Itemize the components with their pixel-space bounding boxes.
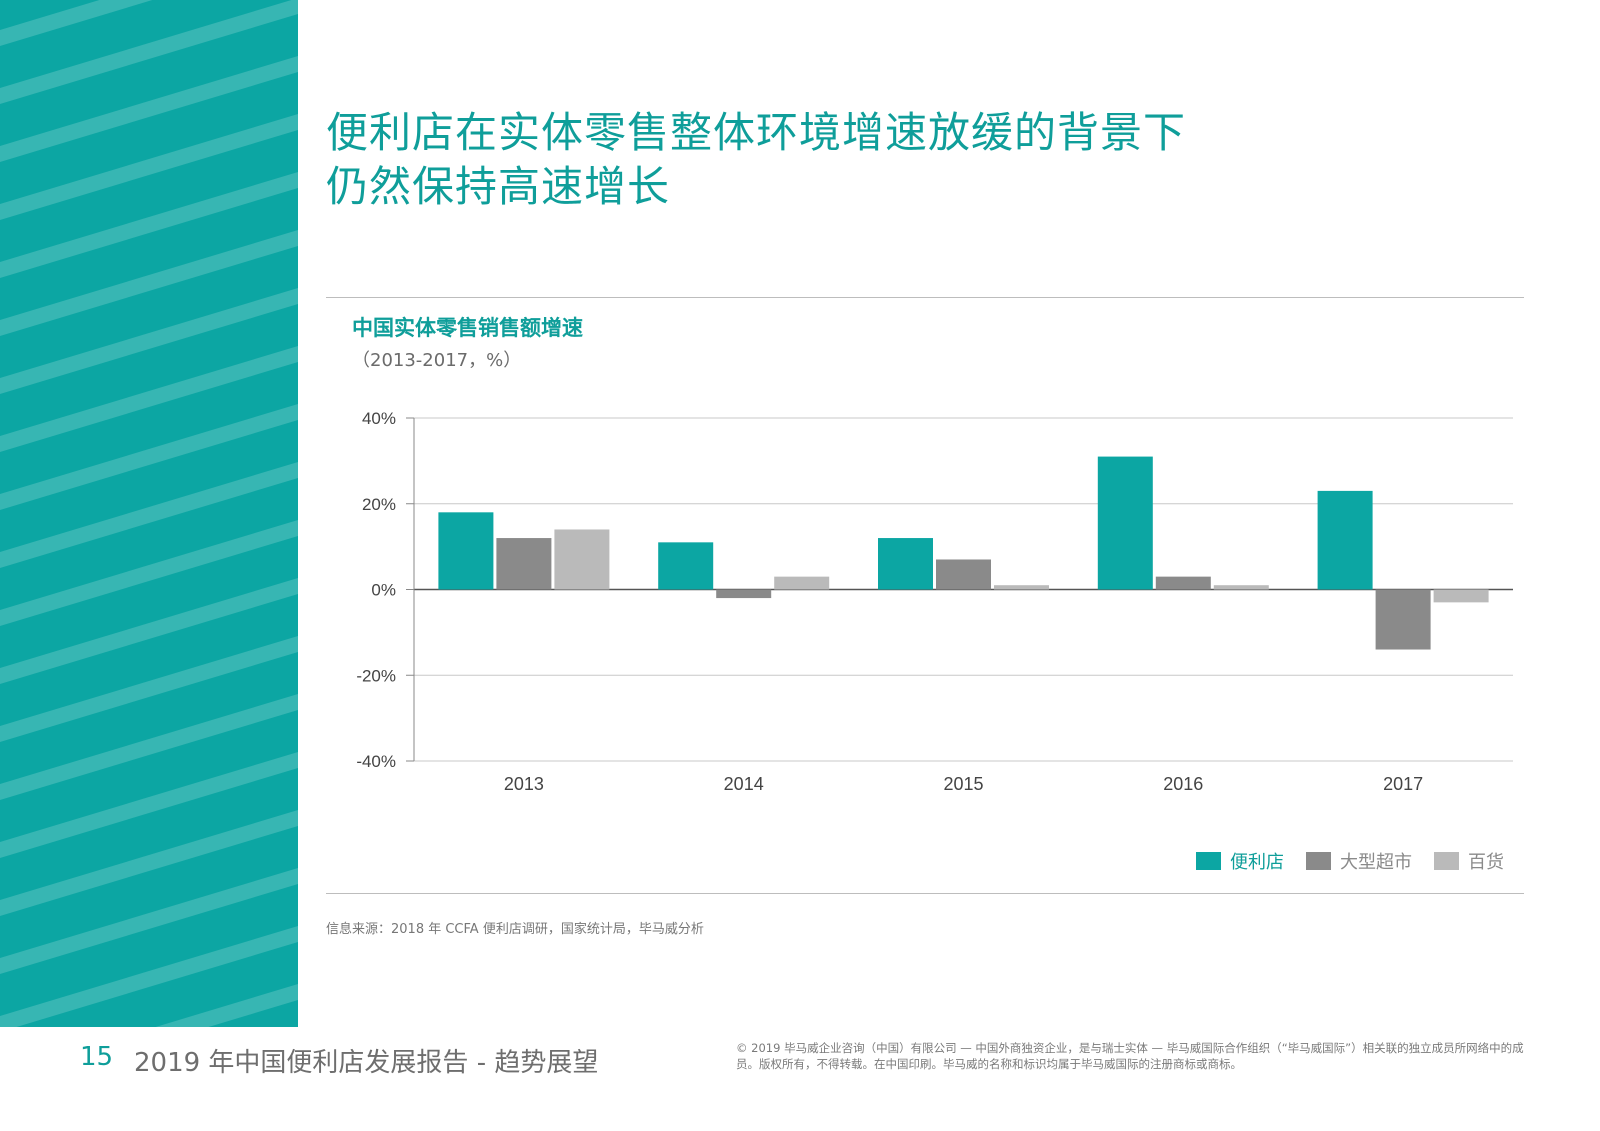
y-tick-label: 40% (362, 409, 396, 428)
stripe (0, 520, 298, 626)
stripe (0, 694, 298, 800)
x-tick-label: 2017 (1383, 774, 1423, 794)
bar-2013-series-2 (496, 538, 552, 590)
bar-2013-series-3 (554, 529, 610, 590)
bar-2017-series-2 (1375, 589, 1431, 650)
copyright-notice: © 2019 毕马威企业咨询（中国）有限公司 — 中国外商独资企业，是与瑞士实体… (736, 1041, 1524, 1071)
bar-2016-series-3 (1213, 585, 1269, 590)
legend-swatch (1434, 852, 1459, 870)
x-tick-label: 2014 (724, 774, 764, 794)
bar-2014-series-2 (716, 589, 772, 599)
headline-line-2: 仍然保持高速增长 (326, 162, 671, 211)
legend-label: 大型超市 (1340, 852, 1412, 873)
legend-item: 百货 (1434, 848, 1504, 874)
stripe (155, 984, 298, 1027)
y-tick-label: -20% (356, 666, 396, 685)
chart-top-divider (326, 297, 1524, 298)
stripe (0, 172, 298, 278)
stripe (0, 114, 298, 220)
legend-label: 百货 (1468, 852, 1504, 873)
legend-label: 便利店 (1230, 852, 1284, 873)
headline-line-1: 便利店在实体零售整体环境增速放缓的背景下 (326, 108, 1187, 157)
chart-title: 中国实体零售销售额增速 (352, 316, 583, 340)
bar-2014-series-3 (774, 576, 830, 590)
bar-2016-series-1 (1097, 456, 1153, 590)
stripe (0, 636, 298, 742)
stripe (0, 810, 298, 916)
bar-2017-series-1 (1317, 490, 1373, 590)
y-tick-label: 0% (371, 581, 396, 600)
legend-item: 大型超市 (1306, 848, 1412, 874)
y-tick-label: 20% (362, 495, 396, 514)
chart-subtitle: （2013-2017，%） (352, 350, 522, 371)
chart-legend: 便利店 大型超市 百货 (1174, 849, 1504, 873)
x-tick-label: 2013 (504, 774, 544, 794)
bar-2014-series-1 (658, 542, 714, 590)
stripe-pattern (0, 0, 298, 1027)
decorative-stripe-panel (0, 0, 298, 1027)
legend-swatch (1196, 852, 1221, 870)
stripe (0, 346, 298, 452)
x-tick-label: 2015 (943, 774, 983, 794)
stripe (0, 0, 298, 104)
stripe (0, 404, 298, 510)
legend-swatch (1306, 852, 1331, 870)
stripe (0, 578, 298, 684)
legend-item: 便利店 (1196, 848, 1284, 874)
bar-2017-series-3 (1433, 589, 1489, 603)
stripe (0, 752, 298, 858)
stripe (0, 230, 298, 336)
stripe (0, 926, 298, 1027)
bar-chart: 40% 20% 0% -20% -40% 2013 2014 2015 2016 2017 (356, 409, 1513, 794)
stripe (0, 56, 298, 162)
chart-bottom-divider (326, 893, 1524, 894)
x-tick-label: 2016 (1163, 774, 1203, 794)
bar-2013-series-1 (438, 512, 494, 590)
stripe (0, 462, 298, 568)
bar-2016-series-2 (1155, 576, 1211, 590)
stripe (0, 288, 298, 394)
source-note: 信息来源：2018 年 CCFA 便利店调研，国家统计局，毕马威分析 (326, 922, 704, 937)
page-number: 15 (80, 1042, 114, 1072)
bar-2015-series-1 (878, 538, 933, 590)
page-headline: 便利店在实体零售整体环境增速放缓的背景下 仍然保持高速增长 (326, 106, 1186, 214)
report-title: 2019 年中国便利店发展报告 - 趋势展望 (134, 1048, 599, 1078)
bar-2015-series-3 (994, 585, 1049, 590)
stripe (0, 868, 298, 974)
bar-2015-series-2 (936, 559, 991, 590)
stripe (0, 0, 153, 46)
y-tick-label: -40% (356, 752, 396, 771)
